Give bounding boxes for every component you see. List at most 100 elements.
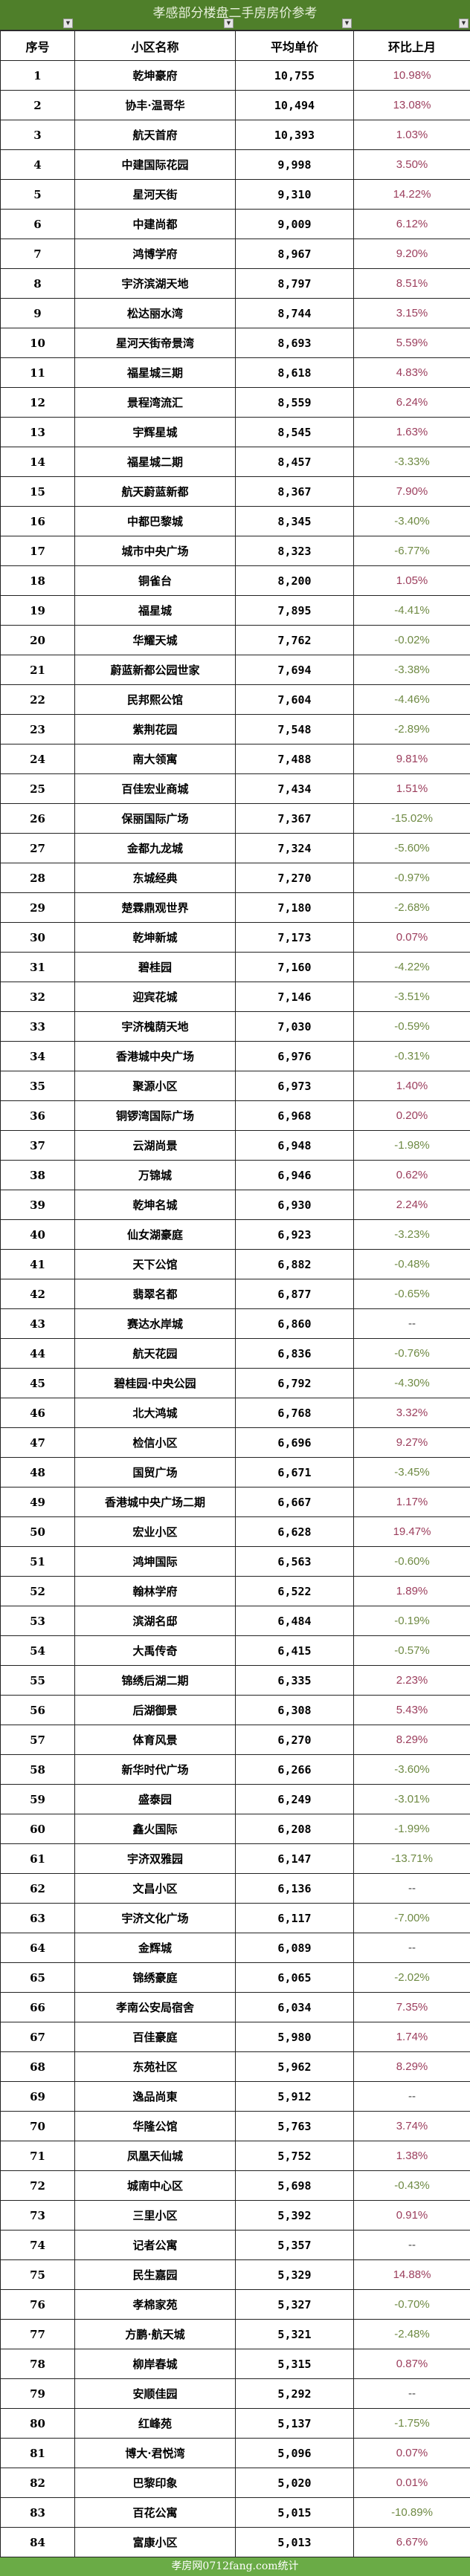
row-index: 27 [1,834,75,863]
average-price: 5,357 [236,2231,354,2260]
community-name: 记者公寓 [75,2231,236,2260]
average-price: 8,797 [236,269,354,299]
filter-dropdown-icon[interactable]: ▼ [459,19,469,28]
average-price: 6,335 [236,1666,354,1696]
month-change: -0.70% [354,2290,470,2320]
community-name: 香港城中央广场 [75,1042,236,1071]
month-change: 1.17% [354,1487,470,1517]
month-change: 5.59% [354,328,470,358]
filter-dropdown-icon[interactable]: ▼ [224,19,234,28]
average-price: 8,457 [236,447,354,477]
community-name: 乾坤名城 [75,1190,236,1220]
row-index: 29 [1,893,75,923]
average-price: 8,559 [236,388,354,418]
community-name: 东城经典 [75,863,236,893]
month-change: 2.23% [354,1666,470,1696]
average-price: 5,015 [236,2498,354,2528]
average-price: 5,020 [236,2468,354,2498]
average-price: 5,698 [236,2171,354,2201]
month-change: 6.67% [354,2528,470,2557]
average-price: 5,096 [236,2439,354,2468]
month-change: 1.05% [354,566,470,596]
row-index: 10 [1,328,75,358]
month-change: -3.01% [354,1785,470,1814]
month-change: 3.50% [354,150,470,180]
community-name: 中建国际花园 [75,150,236,180]
header-row: 序号 小区名称 平均单价 环比上月 [1,31,470,61]
month-change: 0.62% [354,1161,470,1190]
row-index: 45 [1,1369,75,1398]
community-name: 红峰苑 [75,2409,236,2439]
community-name: 城市中央广场 [75,536,236,566]
community-name: 大禹传奇 [75,1636,236,1666]
community-name: 景程湾流汇 [75,388,236,418]
average-price: 7,324 [236,834,354,863]
filter-dropdown-icon[interactable]: ▼ [342,19,352,28]
month-change: -0.57% [354,1636,470,1666]
month-change: 1.89% [354,1577,470,1606]
average-price: 8,345 [236,507,354,536]
average-price: 5,329 [236,2260,354,2290]
month-change: -4.46% [354,685,470,715]
average-price: 6,671 [236,1458,354,1487]
row-index: 19 [1,596,75,626]
community-name: 铜雀台 [75,566,236,596]
filter-dropdown-icon[interactable]: ▼ [63,19,73,28]
month-change: -3.23% [354,1220,470,1250]
average-price: 9,998 [236,150,354,180]
row-index: 55 [1,1666,75,1696]
month-change: 5.43% [354,1696,470,1725]
row-index: 48 [1,1458,75,1487]
row-index: 31 [1,953,75,982]
row-index: 12 [1,388,75,418]
row-index: 59 [1,1785,75,1814]
average-price: 6,768 [236,1398,354,1428]
community-name: 赛达水岸城 [75,1309,236,1339]
row-index: 16 [1,507,75,536]
community-name: 华隆公馆 [75,2112,236,2141]
month-change: -1.99% [354,1814,470,1844]
row-index: 53 [1,1606,75,1636]
row-index: 37 [1,1131,75,1161]
row-index: 13 [1,418,75,447]
community-name: 体育风景 [75,1725,236,1755]
community-name: 宇济滨湖天地 [75,269,236,299]
average-price: 8,367 [236,477,354,507]
month-change: 9.27% [354,1428,470,1458]
average-price: 7,694 [236,655,354,685]
community-name: 仙女湖豪庭 [75,1220,236,1250]
row-index: 17 [1,536,75,566]
average-price: 6,877 [236,1279,354,1309]
month-change: 0.20% [354,1101,470,1131]
row-index: 2 [1,91,75,120]
month-change: 10.98% [354,61,470,91]
month-change: -- [354,1874,470,1904]
row-index: 51 [1,1547,75,1577]
average-price: 5,962 [236,2052,354,2082]
row-index: 4 [1,150,75,180]
month-change: 8.29% [354,1725,470,1755]
month-change: 6.12% [354,210,470,239]
month-change: 0.87% [354,2349,470,2379]
row-index: 21 [1,655,75,685]
month-change: 4.83% [354,358,470,388]
month-change: -7.00% [354,1904,470,1933]
row-index: 14 [1,447,75,477]
community-name: 检信小区 [75,1428,236,1458]
average-price: 7,762 [236,626,354,655]
